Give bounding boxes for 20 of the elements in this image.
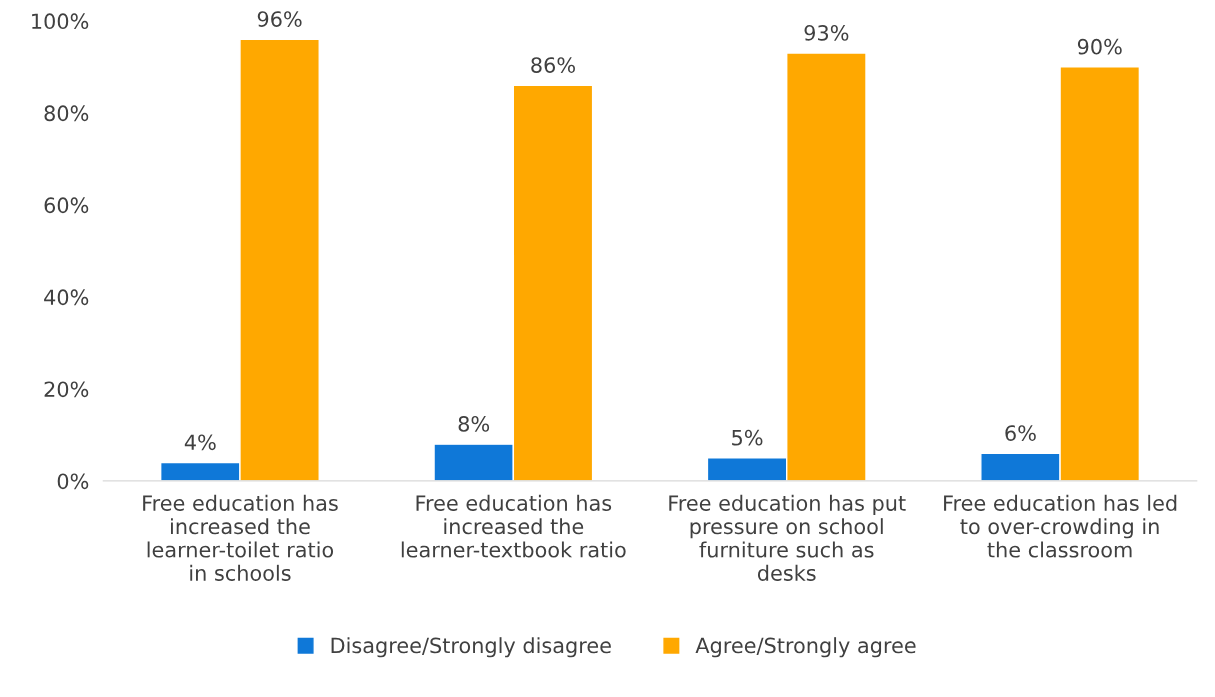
data-label: 8% bbox=[458, 416, 490, 432]
x-tick-label: Free education has led to over-crowding in the classroom bbox=[944, 494, 1177, 558]
y-tick-label: 0% bbox=[57, 473, 89, 490]
y-tick-label: 20% bbox=[44, 381, 89, 398]
data-label: 90% bbox=[1077, 38, 1122, 55]
legend-label: Disagree/Strongly disagree bbox=[331, 637, 611, 658]
x-tick-label: Free education has put pressure on school furniture such as desks bbox=[669, 494, 906, 581]
data-label: 93% bbox=[804, 24, 849, 41]
data-label: 96% bbox=[257, 11, 302, 27]
y-tick-label: 80% bbox=[44, 105, 89, 122]
data-label: 6% bbox=[1005, 425, 1036, 441]
y-tick-label: 40% bbox=[44, 289, 89, 306]
x-tick-label: Free education has increased the learner-toilet ratio in schools bbox=[143, 494, 338, 581]
y-tick-label: 100% bbox=[32, 13, 89, 30]
y-tick-label: 60% bbox=[44, 197, 89, 214]
data-label: 5% bbox=[732, 429, 763, 446]
data-label: 86% bbox=[531, 57, 575, 73]
x-tick-label: Free education has increased the learner-textbook ratio bbox=[401, 494, 626, 558]
legend-label: Agree/Strongly agree bbox=[695, 637, 916, 658]
data-label: 4% bbox=[184, 434, 216, 451]
